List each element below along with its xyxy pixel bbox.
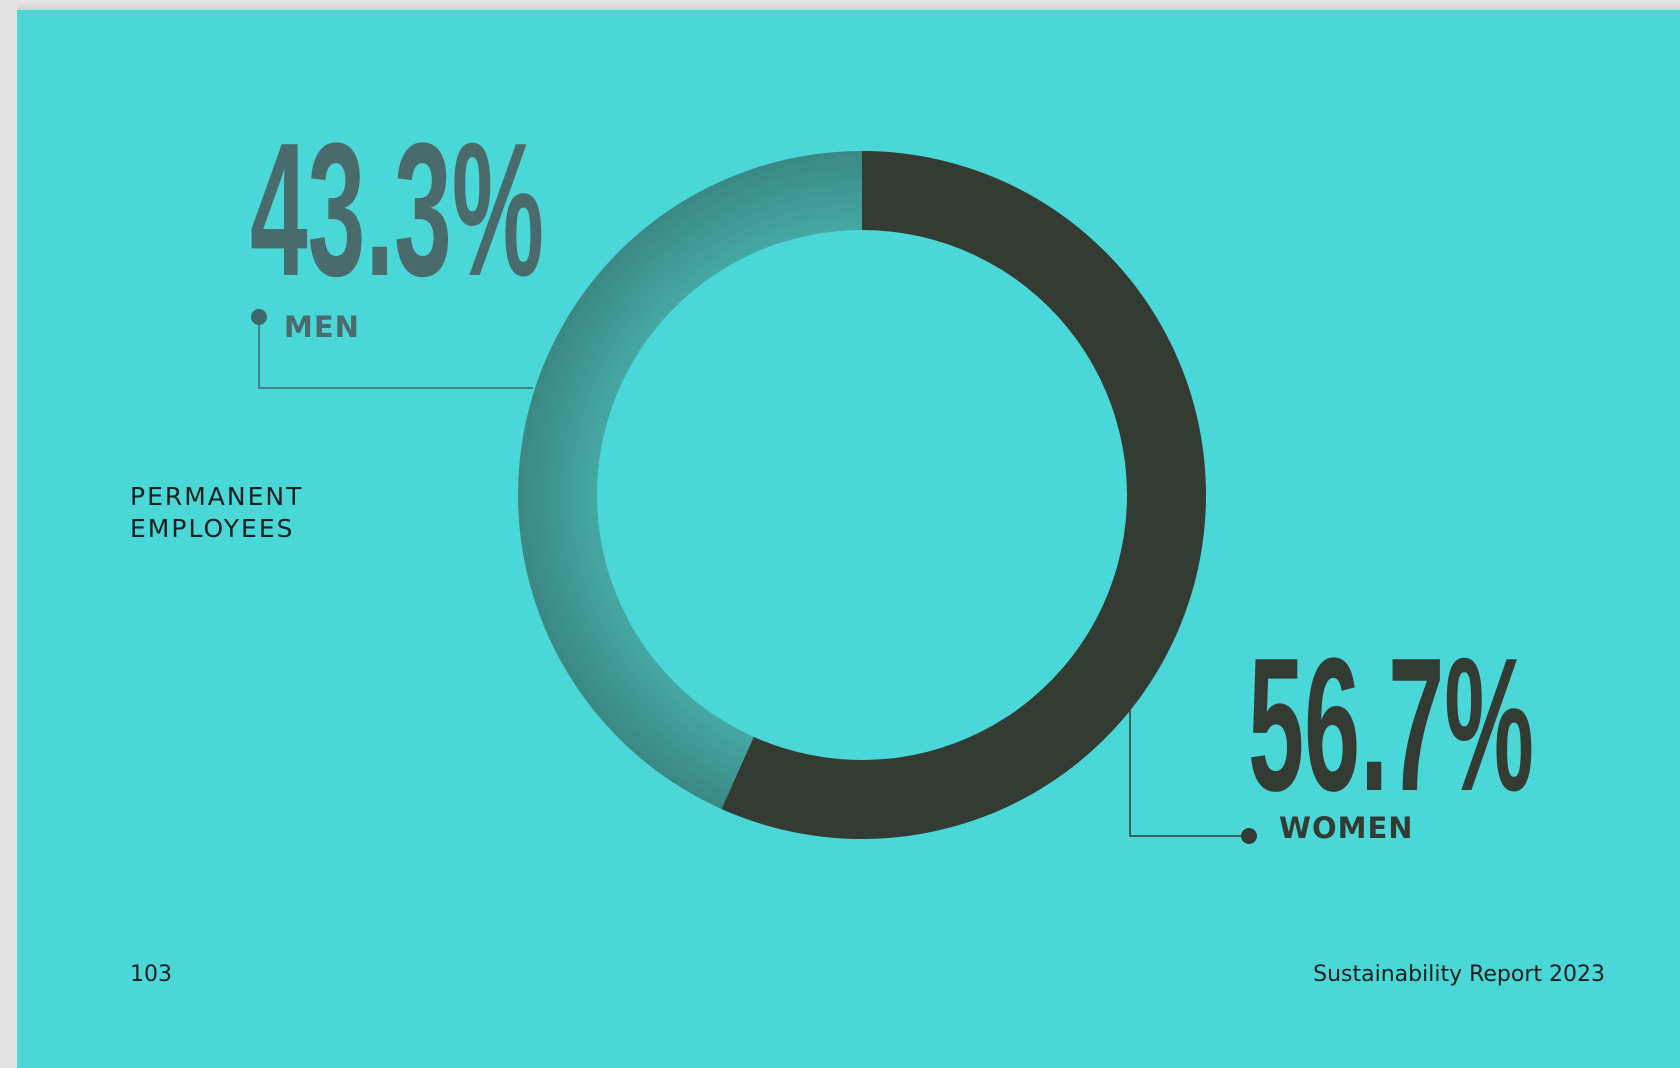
men-leader-line bbox=[258, 318, 533, 389]
women-value-label: 56.7% bbox=[1248, 619, 1534, 831]
men-category-label: MEN bbox=[284, 310, 360, 344]
donut-slices bbox=[518, 151, 1207, 840]
report-name: Sustainability Report 2023 bbox=[1313, 962, 1605, 987]
page-number: 103 bbox=[130, 962, 172, 987]
women-slice bbox=[721, 151, 1207, 840]
chart-title-line-1: PERMANENT bbox=[130, 482, 304, 511]
women-leader-dot bbox=[1241, 828, 1257, 844]
men-slice bbox=[518, 151, 862, 809]
men-leader-dot bbox=[251, 309, 267, 325]
page-top-edge bbox=[0, 0, 1680, 10]
page-left-edge bbox=[0, 0, 17, 1068]
men-value-label: 43.3% bbox=[250, 104, 544, 316]
women-leader-line bbox=[1129, 706, 1249, 837]
women-category-label: WOMEN bbox=[1279, 811, 1414, 845]
chart-title: PERMANENT EMPLOYEES bbox=[130, 481, 303, 545]
chart-title-line-2: EMPLOYEES bbox=[130, 514, 295, 543]
